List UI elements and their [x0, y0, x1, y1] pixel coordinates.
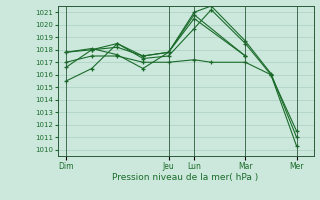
X-axis label: Pression niveau de la mer( hPa ): Pression niveau de la mer( hPa )	[112, 173, 259, 182]
